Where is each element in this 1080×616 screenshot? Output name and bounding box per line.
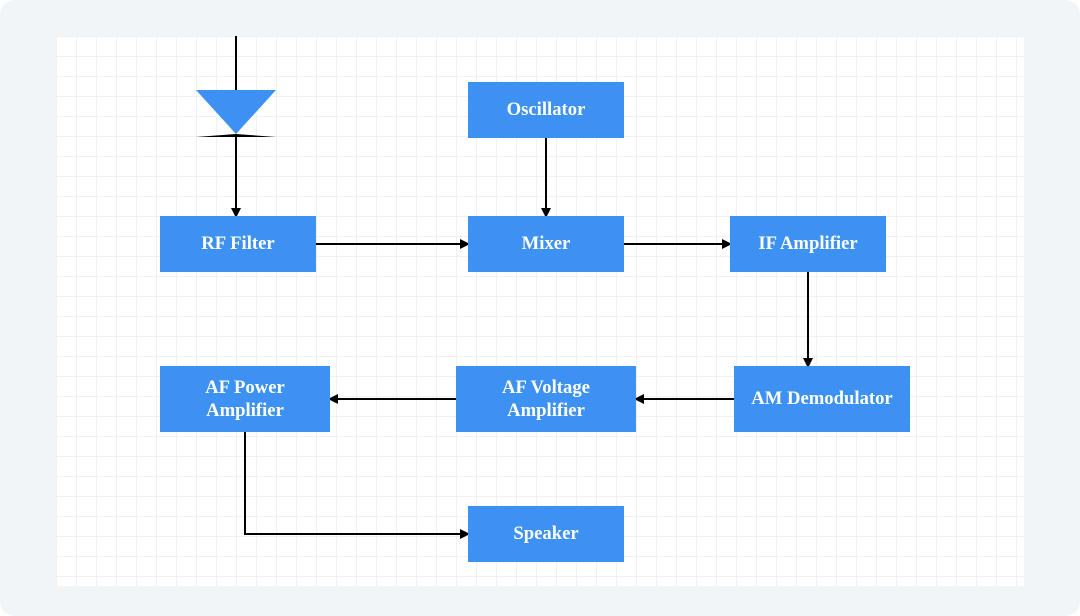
node-rf_filter: RF Filter [160, 216, 316, 272]
node-am_demod: AM Demodulator [734, 366, 910, 432]
node-label: AF Voltage Amplifier [464, 376, 628, 423]
node-label: RF Filter [201, 232, 274, 255]
node-if_amp: IF Amplifier [730, 216, 886, 272]
node-label: IF Amplifier [758, 232, 857, 255]
edge-afp_to_spk [245, 432, 468, 534]
node-speaker: Speaker [468, 506, 624, 562]
diagram-canvas: Oscillator RF Filter Mixer IF Amplifier AF P… [56, 36, 1024, 586]
node-label: Oscillator [507, 98, 586, 121]
node-af_pow_amp: AF Power Amplifier [160, 366, 330, 432]
node-af_volt_amp: AF Voltage Amplifier [456, 366, 636, 432]
node-label: AM Demodulator [751, 387, 892, 410]
node-mixer: Mixer [468, 216, 624, 272]
node-label: Mixer [522, 232, 571, 255]
outer-frame: Oscillator RF Filter Mixer IF Amplifier AF P… [0, 0, 1080, 616]
node-oscillator: Oscillator [468, 82, 624, 138]
antenna-icon [196, 90, 276, 137]
node-label: AF Power Amplifier [168, 376, 322, 423]
node-label: Speaker [513, 522, 578, 545]
